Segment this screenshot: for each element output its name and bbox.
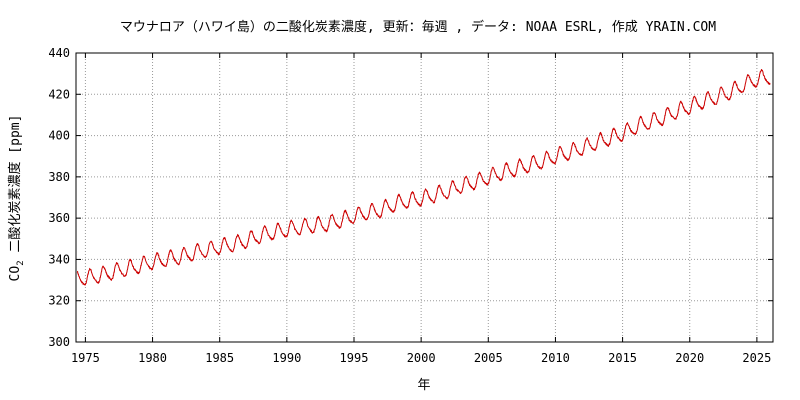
y-tick-label: 440	[48, 46, 70, 60]
x-tick-label: 2005	[474, 351, 503, 365]
y-axis-label: CO2 二酸化炭素濃度 [ppm]	[7, 115, 26, 282]
x-tick-label: 1995	[340, 351, 369, 365]
x-tick-label: 2000	[407, 351, 436, 365]
co2-series-line	[76, 69, 771, 286]
x-tick-label: 2020	[675, 351, 704, 365]
y-axis-label-subscript: 2	[16, 260, 26, 265]
y-axis-label-co: CO	[8, 266, 23, 282]
y-tick-label: 360	[48, 211, 70, 225]
x-tick-label: 1975	[71, 351, 100, 365]
y-tick-label: 380	[48, 170, 70, 184]
y-tick-label: 300	[48, 335, 70, 349]
y-tick-label: 400	[48, 129, 70, 143]
grid	[76, 52, 773, 343]
x-tick-label: 1985	[205, 351, 234, 365]
x-tick-label: 1980	[138, 351, 167, 365]
plot-frame	[75, 52, 774, 343]
x-tick-label: 2015	[608, 351, 637, 365]
x-tick-label: 1990	[272, 351, 301, 365]
x-axis-label: 年	[417, 378, 430, 393]
y-tick-label: 340	[48, 252, 70, 266]
y-tick-label: 420	[48, 87, 70, 101]
y-tick-label: 320	[48, 294, 70, 308]
chart-title: マウナロア（ハワイ島）の二酸化炭素濃度, 更新：毎週 , データ: NOAA E…	[120, 19, 716, 35]
y-axis-label-rest: 二酸化炭素濃度 [ppm]	[7, 115, 23, 261]
x-tick-label: 2025	[742, 351, 771, 365]
axis-ticks: 1975 1980 1985 1990 1995 2000 2005 2010 2015 2020…	[48, 46, 773, 365]
x-tick-label: 2010	[541, 351, 570, 365]
